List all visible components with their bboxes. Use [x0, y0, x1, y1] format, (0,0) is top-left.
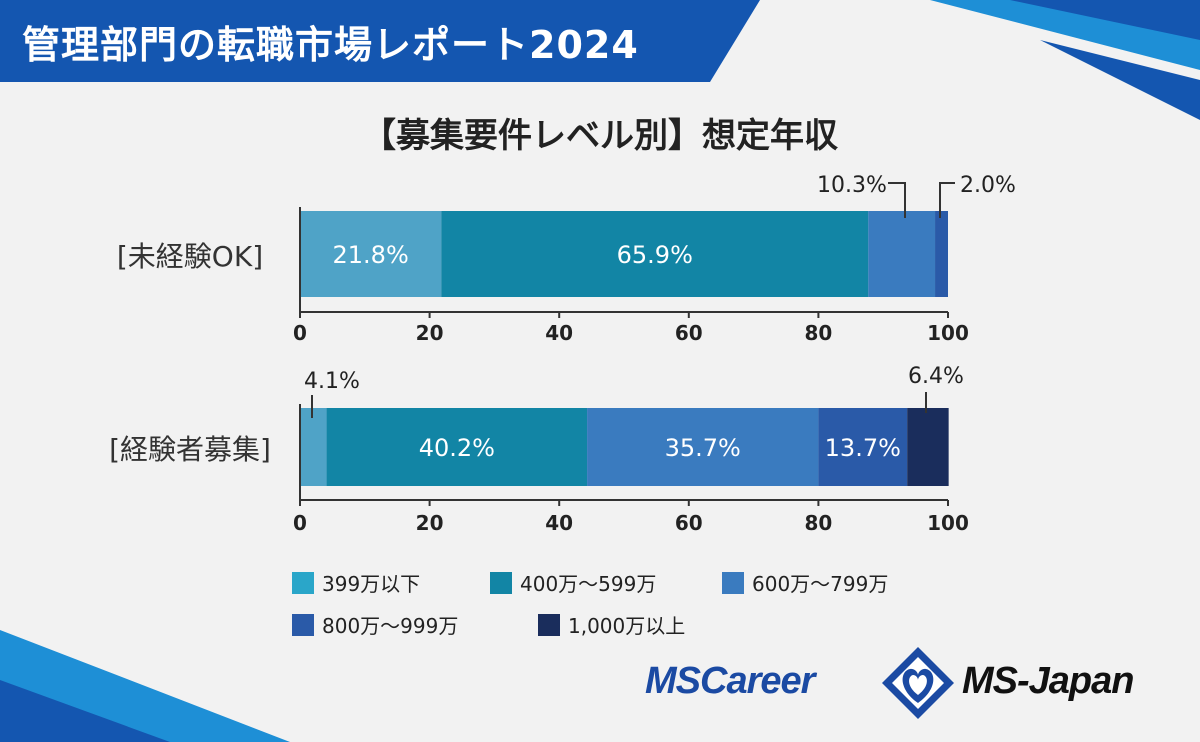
- bar-segment: [587, 408, 819, 486]
- legend-label: 800万～999万: [322, 614, 459, 638]
- callout-line: [939, 182, 955, 218]
- x-tick-label: 80: [804, 321, 832, 345]
- title-banner: [0, 0, 760, 82]
- x-tick-label: 100: [927, 511, 969, 535]
- legend-item: 400万～599万: [490, 568, 656, 597]
- bar-segment: [935, 211, 948, 297]
- data-label: 21.8%: [333, 241, 409, 269]
- legend-swatch: [292, 613, 314, 636]
- category-label: [未経験OK]: [117, 240, 263, 273]
- ms-japan-emblem-icon: [882, 647, 954, 719]
- corner-stripe-bottom-left-dark: [0, 680, 170, 742]
- x-tick-label: 60: [675, 511, 703, 535]
- callout-line: [888, 182, 906, 218]
- corner-stripe-top-right-dark: [1010, 0, 1200, 40]
- legend-label: 400万～599万: [520, 572, 657, 596]
- x-tick-label: 100: [927, 321, 969, 345]
- bar-segment: [818, 408, 908, 486]
- legend-swatch: [490, 571, 512, 594]
- x-tick-label: 60: [675, 321, 703, 345]
- legend-label: 399万以下: [322, 572, 421, 596]
- x-tick-label: 40: [545, 321, 573, 345]
- x-tick-label: 80: [804, 511, 832, 535]
- bar-segment: [907, 408, 949, 486]
- x-tick-label: 0: [293, 321, 307, 345]
- stacked-bar-chart: [未経験OK] 21.8% 65.9% 10.3% 2.0% 0 20 40 60 80 100 [経…: [109, 173, 1016, 535]
- chart-title: 【募集要件レベル別】想定年収: [362, 116, 838, 156]
- bar-segment: [326, 408, 588, 486]
- ms-japan-logo: MS-Japan: [962, 660, 1134, 702]
- legend-item: 1,000万以上: [538, 610, 685, 639]
- legend-swatch: [538, 613, 560, 636]
- bar-segment: [300, 211, 442, 297]
- mscareer-logo: MSCareer: [645, 660, 815, 702]
- x-tick-label: 40: [545, 511, 573, 535]
- legend-swatch: [292, 571, 314, 594]
- bar-segment: [868, 211, 936, 297]
- data-label: 13.7%: [825, 434, 901, 462]
- bar-segment: [300, 408, 327, 486]
- corner-stripe-top-right-thin: [1040, 40, 1200, 120]
- legend-swatch: [722, 571, 744, 594]
- legend-label: 600万～799万: [752, 572, 889, 596]
- page-title: 管理部門の転職市場レポート2024: [22, 23, 639, 67]
- x-tick-label: 20: [416, 511, 444, 535]
- legend-label: 1,000万以上: [568, 614, 686, 638]
- data-label: 10.3%: [817, 173, 887, 198]
- x-tick-label: 0: [293, 511, 307, 535]
- data-label: 40.2%: [419, 434, 495, 462]
- data-label: 65.9%: [617, 241, 693, 269]
- data-label: 35.7%: [665, 434, 741, 462]
- legend-item: 800万～999万: [292, 610, 458, 639]
- data-label: 4.1%: [304, 369, 360, 394]
- legend-item: 399万以下: [292, 568, 420, 597]
- data-label: 6.4%: [908, 364, 964, 389]
- category-label: [経験者募集]: [109, 433, 271, 466]
- data-label: 2.0%: [960, 173, 1016, 198]
- bar-segment: [441, 211, 869, 297]
- legend-item: 600万～799万: [722, 568, 888, 597]
- x-tick-label: 20: [416, 321, 444, 345]
